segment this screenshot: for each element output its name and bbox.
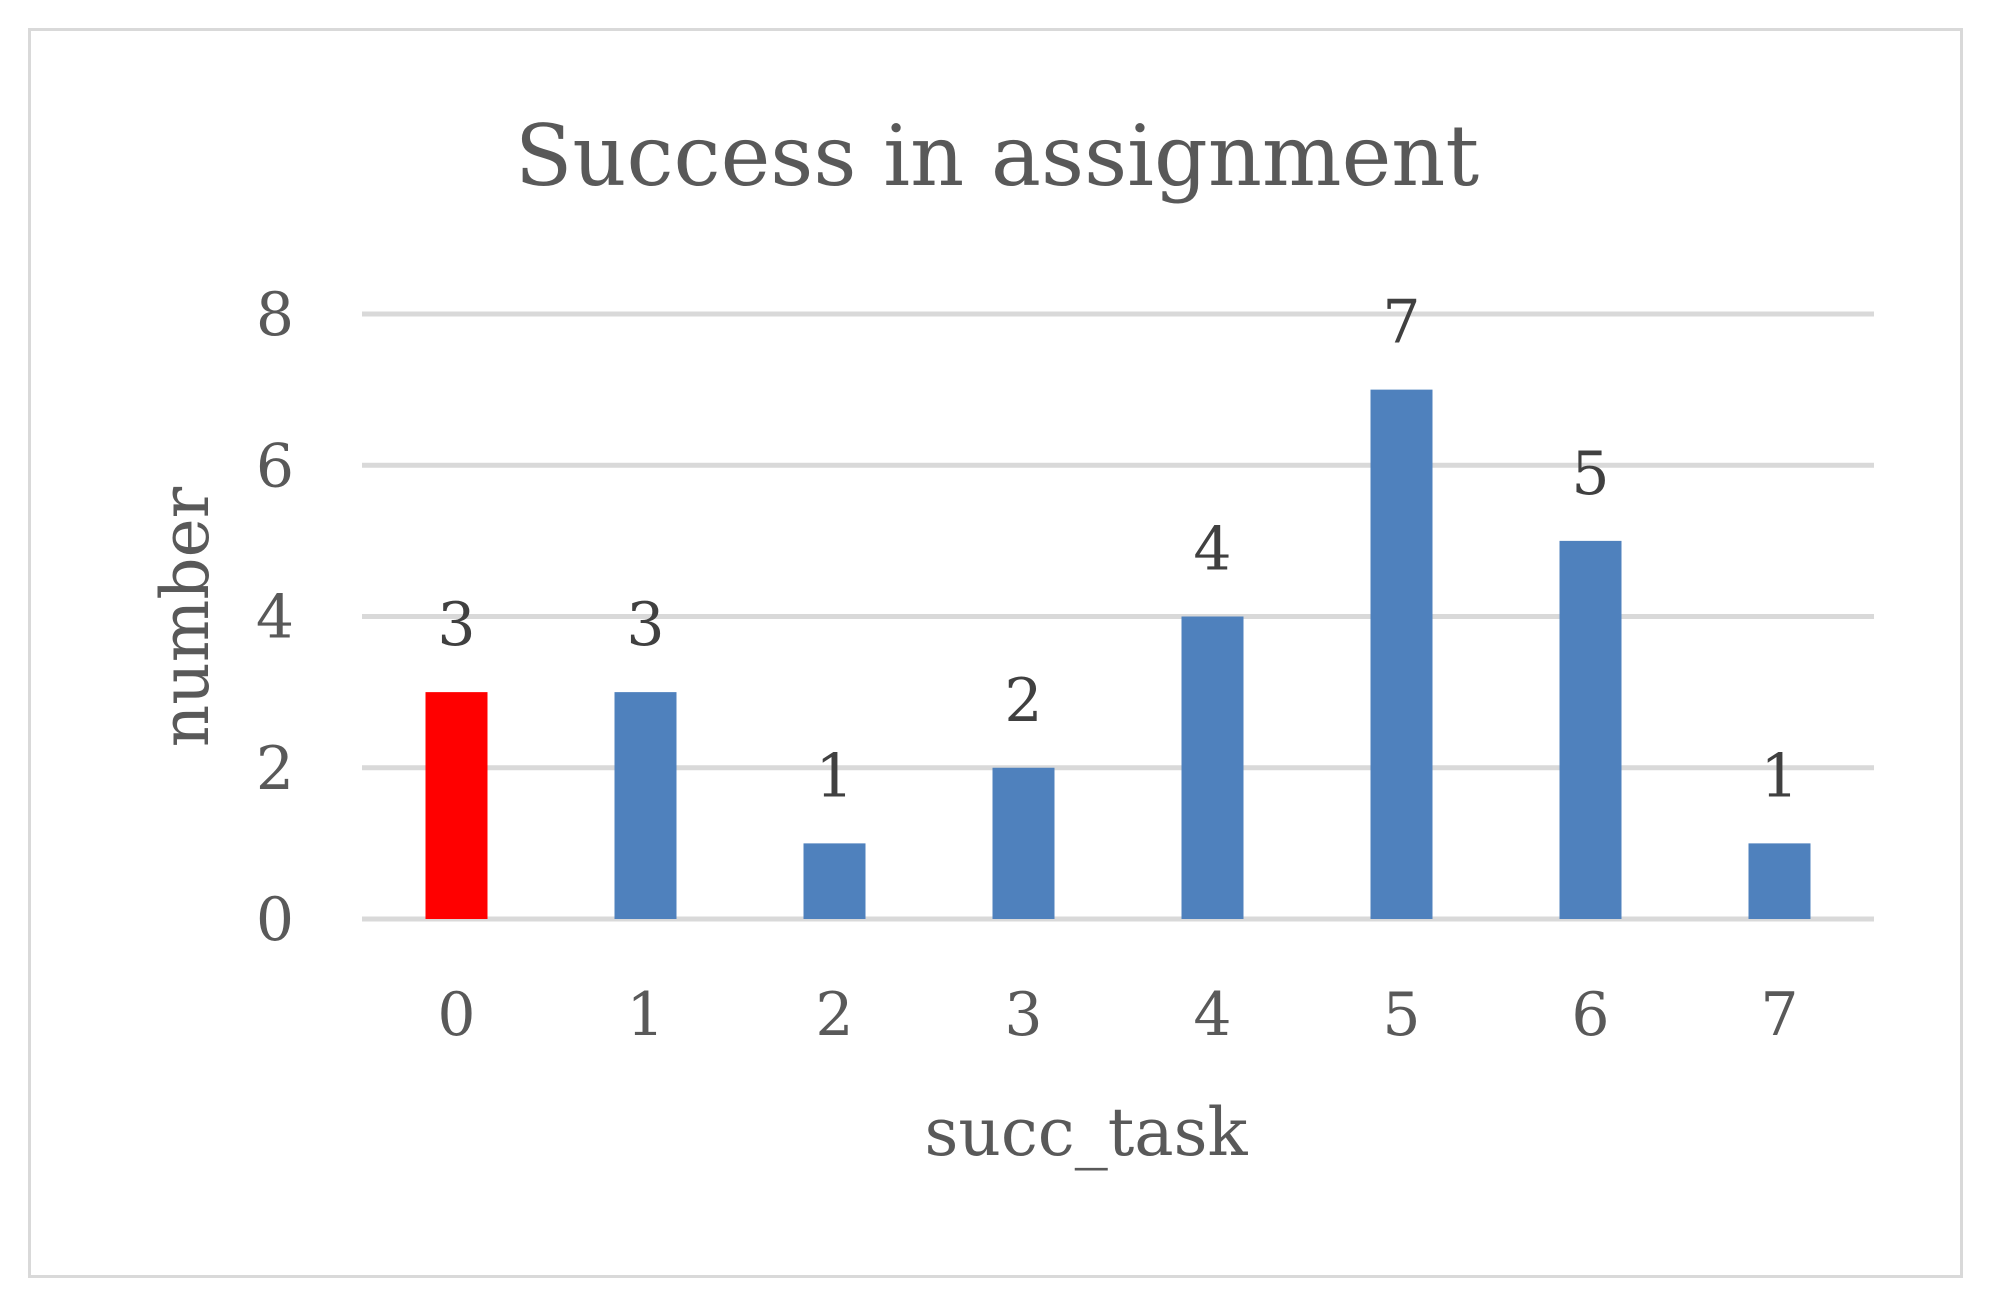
data-label: 4 — [1193, 515, 1231, 585]
y-tick-label: 0 — [256, 885, 294, 955]
x-tick-label: 2 — [815, 980, 853, 1050]
data-label: 7 — [1382, 288, 1420, 358]
y-tick-label: 6 — [256, 431, 294, 501]
y-tick-label: 8 — [256, 280, 294, 350]
gridlines — [362, 311, 1874, 922]
x-tick-label: 4 — [1193, 980, 1231, 1050]
bars — [425, 389, 1811, 919]
x-tick-label: 0 — [437, 980, 475, 1050]
bar — [803, 843, 866, 919]
data-label: 5 — [1571, 439, 1609, 509]
bar — [614, 692, 677, 919]
bar — [1181, 616, 1244, 919]
data-label: 3 — [437, 590, 475, 660]
bar — [1559, 540, 1622, 919]
x-tick-label: 6 — [1571, 980, 1609, 1050]
bar — [1748, 843, 1811, 919]
data-labels: 3 3 1 2 4 7 5 1 — [437, 288, 1798, 812]
y-tick-label: 2 — [256, 734, 294, 804]
x-tick-labels: 0 1 2 3 4 5 6 7 — [437, 980, 1798, 1050]
data-label: 2 — [1004, 666, 1042, 736]
x-tick-label: 1 — [626, 980, 664, 1050]
data-label: 1 — [815, 741, 853, 811]
data-label: 1 — [1760, 741, 1798, 811]
data-label: 3 — [626, 590, 664, 660]
y-tick-labels: 0 2 4 6 8 — [256, 280, 294, 955]
bar — [425, 692, 488, 919]
chart-title: Success in assignment — [515, 107, 1480, 205]
chart-frame — [28, 28, 1963, 1278]
bar — [992, 767, 1055, 919]
y-tick-label: 4 — [256, 583, 294, 653]
x-axis-title: succ_task — [924, 1094, 1248, 1171]
y-axis-title: number — [147, 486, 224, 747]
x-tick-label: 7 — [1760, 980, 1798, 1050]
bar — [1370, 389, 1433, 919]
x-tick-label: 5 — [1382, 980, 1420, 1050]
x-tick-label: 3 — [1004, 980, 1042, 1050]
